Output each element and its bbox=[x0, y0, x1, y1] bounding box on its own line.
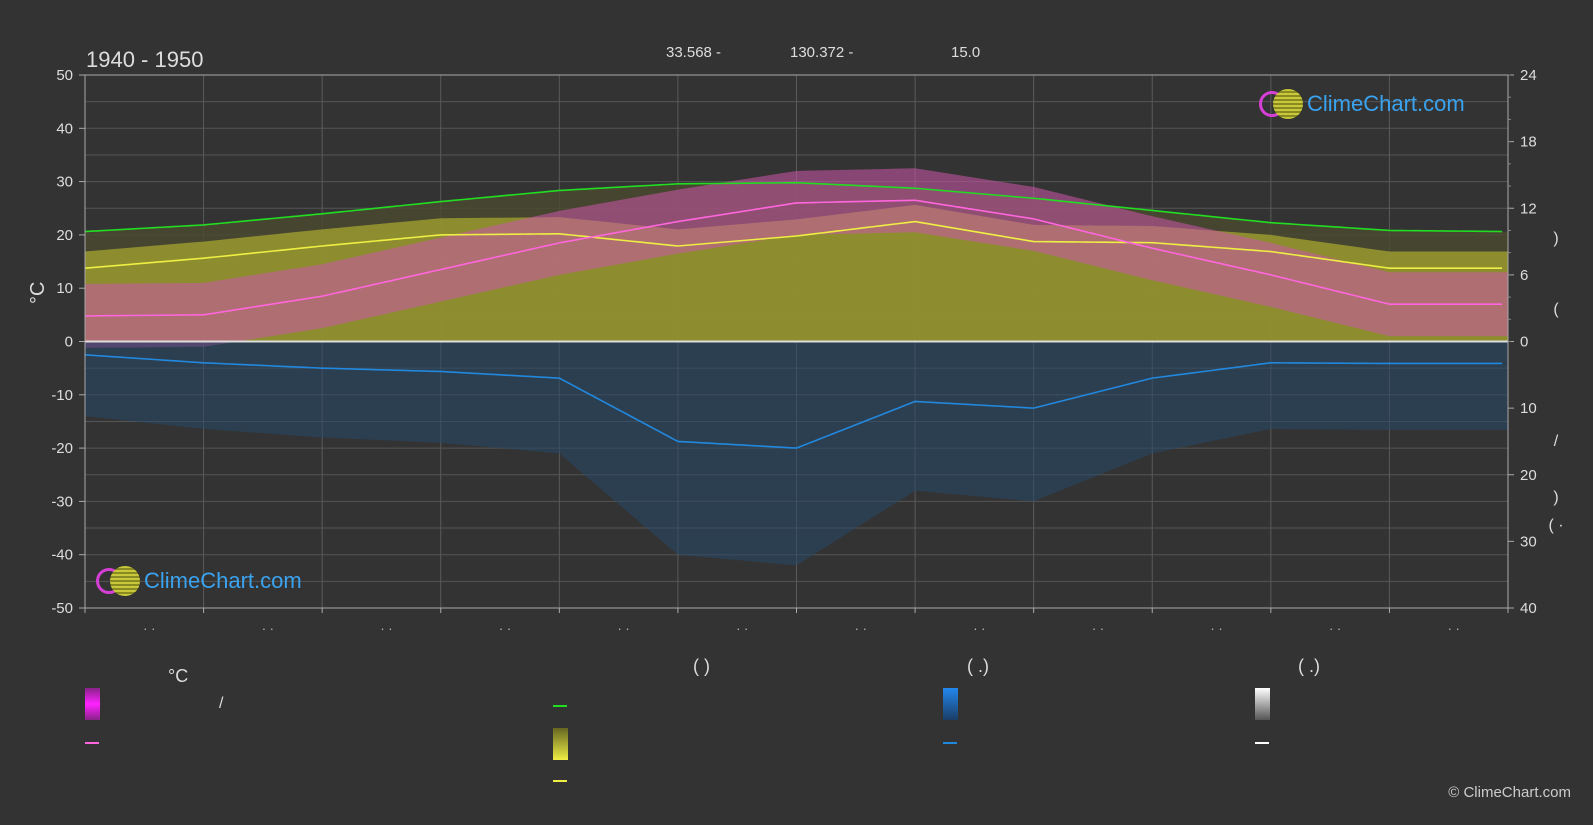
month-label: · · bbox=[1210, 621, 1222, 636]
right-bottom-tick-label: 20 bbox=[1520, 467, 1537, 484]
left-tick-label: 10 bbox=[56, 280, 73, 297]
snow-swatch bbox=[1255, 688, 1270, 720]
legend-temperature-item: / bbox=[219, 695, 224, 712]
right-bottom-tick-label: 40 bbox=[1520, 600, 1537, 617]
right-top-tick-label: 0 bbox=[1520, 334, 1528, 351]
month-label: · · bbox=[855, 621, 867, 636]
rain-swatch bbox=[943, 688, 958, 720]
elevation-label: 15.0 bbox=[951, 44, 980, 61]
data-lines bbox=[84, 181, 1508, 449]
rain-mean-swatch bbox=[943, 742, 957, 744]
left-tick-label: 0 bbox=[65, 334, 73, 351]
temperature-mean-swatch bbox=[85, 742, 99, 744]
month-label: · · bbox=[617, 621, 629, 636]
climate-chart: 1940 - 1950 33.568 - 130.372 - 15.0 50 40… bbox=[27, 44, 1564, 636]
daylight-line bbox=[84, 181, 1503, 233]
left-axis-unit: °C bbox=[27, 282, 49, 304]
month-label: · · bbox=[143, 621, 155, 636]
month-label: · · bbox=[262, 621, 274, 636]
left-tick-label: -40 bbox=[51, 547, 73, 564]
left-tick-label: 40 bbox=[56, 120, 73, 137]
left-tick-label: 30 bbox=[56, 174, 73, 191]
month-label: · · bbox=[736, 621, 748, 636]
right-axis-label: ) bbox=[1553, 230, 1558, 247]
right-top-tick-label: 12 bbox=[1520, 200, 1537, 217]
legend-temperature-head: °C bbox=[168, 666, 189, 686]
month-label: · · bbox=[380, 621, 392, 636]
copyright: © ClimeChart.com bbox=[1448, 784, 1571, 801]
logo-bottom: ClimeChart.com bbox=[96, 566, 302, 596]
temperature-range-band bbox=[85, 168, 1508, 348]
snow-mean-swatch bbox=[1255, 742, 1269, 744]
logo-sun-icon bbox=[1273, 89, 1303, 119]
left-tick-label: 20 bbox=[56, 227, 73, 244]
right-axis-label: ) bbox=[1553, 489, 1558, 506]
sunshine-mean-swatch bbox=[553, 780, 567, 782]
logo-text: ClimeChart.com bbox=[1307, 91, 1465, 116]
month-label: · · bbox=[499, 621, 511, 636]
right-axis-label: / bbox=[1554, 433, 1559, 450]
data-bands bbox=[85, 168, 1508, 566]
left-tick-label: -20 bbox=[51, 440, 73, 457]
left-tick-label: -50 bbox=[51, 600, 73, 617]
legend-sun-head: ( ) bbox=[693, 656, 710, 676]
precipitation-mean-line bbox=[84, 354, 1503, 449]
logo-top: ClimeChart.com bbox=[1259, 89, 1465, 119]
right-bottom-tick-label: 30 bbox=[1520, 533, 1537, 550]
logo-sun-icon bbox=[110, 566, 140, 596]
legend-snow-head: ( .) bbox=[1298, 656, 1320, 676]
precipitation-area bbox=[85, 341, 1508, 566]
right-axis-label: ( · bbox=[1548, 517, 1563, 534]
logo-text: ClimeChart.com bbox=[144, 568, 302, 593]
chart-title: 1940 - 1950 bbox=[86, 47, 203, 72]
month-label: · · bbox=[1092, 621, 1104, 636]
temperature-mean-line bbox=[84, 199, 1503, 317]
sunshine-line bbox=[84, 220, 1503, 270]
right-top-tick-label: 18 bbox=[1520, 134, 1537, 151]
right-bottom-tick-label: 10 bbox=[1520, 400, 1537, 417]
right-axis-label: ( bbox=[1553, 301, 1559, 318]
longitude-label: 130.372 - bbox=[790, 44, 853, 61]
daylight-swatch bbox=[553, 705, 567, 707]
legend: °C / ( ) ( .) ( .) bbox=[0, 650, 1593, 825]
temperature-range-swatch bbox=[85, 688, 100, 720]
right-top-tick-label: 24 bbox=[1520, 67, 1537, 84]
latitude-label: 33.568 - bbox=[666, 44, 721, 61]
month-label: · · bbox=[1329, 621, 1341, 636]
month-label: · · bbox=[973, 621, 985, 636]
axes: 50 40 30 20 10 0 -10 -20 -30 -40 -50 24 18 12 6 0 10 20 30… bbox=[51, 67, 1563, 636]
left-tick-label: -10 bbox=[51, 387, 73, 404]
left-tick-label: 50 bbox=[56, 67, 73, 84]
legend-rain-head: ( .) bbox=[967, 656, 989, 676]
left-tick-label: -30 bbox=[51, 493, 73, 510]
month-label: · · bbox=[1448, 621, 1460, 636]
right-top-tick-label: 6 bbox=[1520, 267, 1528, 284]
sunshine-swatch bbox=[553, 728, 568, 760]
